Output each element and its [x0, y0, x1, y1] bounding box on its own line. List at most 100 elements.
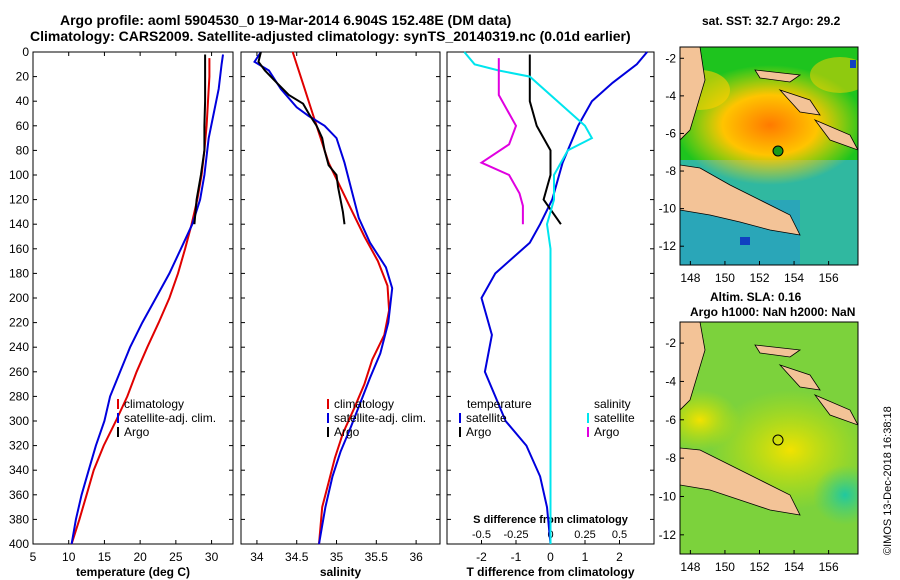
x-tick-label: 30 [205, 550, 219, 564]
y-tick-label: 400 [9, 537, 29, 551]
series-line-argo [193, 54, 207, 225]
map-y-tick-label: -2 [665, 51, 676, 65]
y-tick-label: 320 [9, 439, 29, 453]
y-tick-label: 380 [9, 512, 29, 526]
y-tick-label: 360 [9, 488, 29, 502]
map-axes-1: 148 150 152 154 156 -2 -4 -6 -8 -10 -12 [659, 51, 839, 285]
y-tick-label: 0 [22, 45, 29, 59]
x-tick-label: 34 [250, 550, 264, 564]
y-tick-label: 200 [9, 291, 29, 305]
x-tick-label: 35 [330, 550, 344, 564]
s-diff-tick-label: -0.5 [472, 529, 491, 541]
map-y-tick-label: -2 [665, 336, 676, 350]
s-diff-tick-label: 0.5 [612, 529, 627, 541]
map-x-tick-label: 152 [749, 271, 769, 285]
s-diff-tick-label: 0.25 [574, 529, 595, 541]
x-tick-label: 2 [616, 550, 623, 564]
map-y-tick-label: -4 [665, 89, 676, 103]
x-tick-label: 20 [133, 550, 147, 564]
map-x-tick-label: 156 [819, 560, 839, 574]
x-tick-label: 25 [169, 550, 183, 564]
map-x-tick-label: 154 [784, 271, 804, 285]
legend-label: satellite [466, 411, 507, 425]
legend-label: Argo [594, 425, 620, 439]
x-axis-label: T difference from climatology [466, 565, 634, 579]
title-line-1: Argo profile: aoml 5904530_0 19-Mar-2014… [60, 12, 512, 28]
s-diff-tick-label: -0.25 [503, 529, 528, 541]
y-tick-label: 100 [9, 168, 29, 182]
legend: temperaturesatelliteArgosalinitysatellit… [459, 397, 635, 439]
x-tick-label: 1 [582, 550, 589, 564]
x-axis-label: temperature (deg C) [76, 565, 190, 579]
argo-location-marker [772, 145, 784, 157]
x-tick-label: 10 [62, 550, 76, 564]
sla-map [679, 321, 859, 555]
legend-label: satellite [594, 411, 635, 425]
series-line-climatology [291, 51, 391, 545]
map-y-tick-label: -12 [659, 239, 677, 253]
map-x-tick-label: 152 [749, 560, 769, 574]
x-tick-label: -1 [511, 550, 522, 564]
y-tick-label: 280 [9, 389, 29, 403]
map-x-tick-label: 150 [715, 271, 735, 285]
title-line-2: Climatology: CARS2009. Satellite-adjuste… [30, 28, 631, 44]
legend-label: satellite-adj. clim. [334, 411, 426, 425]
legend-label: climatology [334, 397, 394, 411]
series-line-climatology [70, 58, 211, 545]
x-tick-label: 35.5 [365, 550, 389, 564]
series-line-temperature-satellite [480, 51, 648, 545]
map-x-tick-label: 148 [680, 560, 700, 574]
series-line-salinity-satellite [463, 51, 594, 544]
map-y-tick-label: -6 [665, 413, 676, 427]
series-line-argo [257, 51, 346, 225]
y-tick-label: 20 [16, 70, 30, 84]
x-tick-label: 36 [409, 550, 423, 564]
imos-credit: ©IMOS 13-Dec-2018 16:38:18 [882, 406, 894, 555]
map-y-tick-label: -6 [665, 126, 676, 140]
y-tick-label: 260 [9, 365, 29, 379]
map-x-tick-label: 154 [784, 560, 804, 574]
plot-frame [32, 51, 234, 545]
legend-label: climatology [124, 397, 184, 411]
sst-map-title: sat. SST: 32.7 Argo: 29.2 [702, 14, 841, 28]
legend-label: temperature [467, 397, 532, 411]
series-line-satellite-adj-clim- [70, 54, 224, 545]
map-y-tick-label: -12 [659, 528, 677, 542]
y-tick-label: 220 [9, 316, 29, 330]
y-tick-label: 340 [9, 463, 29, 477]
series-line-salinity-argo [479, 58, 524, 225]
plot-frame [240, 51, 441, 545]
series-line-temperature-argo [528, 54, 562, 225]
map-y-tick-label: -8 [665, 164, 676, 178]
legend-label: Argo [124, 425, 150, 439]
y-tick-label: 300 [9, 414, 29, 428]
y-tick-label: 240 [9, 340, 29, 354]
map-y-tick-label: -4 [665, 374, 676, 388]
series-line-satellite-adj-clim- [253, 51, 394, 545]
x-tick-label: 0 [547, 550, 554, 564]
y-tick-label: 60 [16, 119, 30, 133]
sla-map-title-1: Altim. SLA: 0.16 [710, 290, 802, 304]
y-tick-label: 180 [9, 266, 29, 280]
x-axis-label: salinity [320, 565, 362, 579]
map-axes-2: 148 150 152 154 156 -2 -4 -6 -8 -10 -12 [659, 336, 839, 574]
y-tick-label: 140 [9, 217, 29, 231]
x-tick-label: 34.5 [285, 550, 309, 564]
profile-panel-1: 0 20 40 60 80 100 120 140 160 180 200 220 240 260 280 3… [9, 45, 234, 579]
x-tick-label: 15 [98, 550, 112, 564]
argo-location-marker-sla [772, 434, 784, 446]
x-tick-label: -2 [476, 550, 487, 564]
map-x-tick-label: 156 [819, 271, 839, 285]
map-y-tick-label: -8 [665, 451, 676, 465]
y-tick-label: 80 [16, 143, 30, 157]
sst-map [679, 46, 859, 266]
y-tick-label: 160 [9, 242, 29, 256]
map-y-tick-label: -10 [659, 489, 677, 503]
x-tick-label: 5 [30, 550, 37, 564]
map-x-tick-label: 148 [680, 271, 700, 285]
y-tick-label: 120 [9, 193, 29, 207]
